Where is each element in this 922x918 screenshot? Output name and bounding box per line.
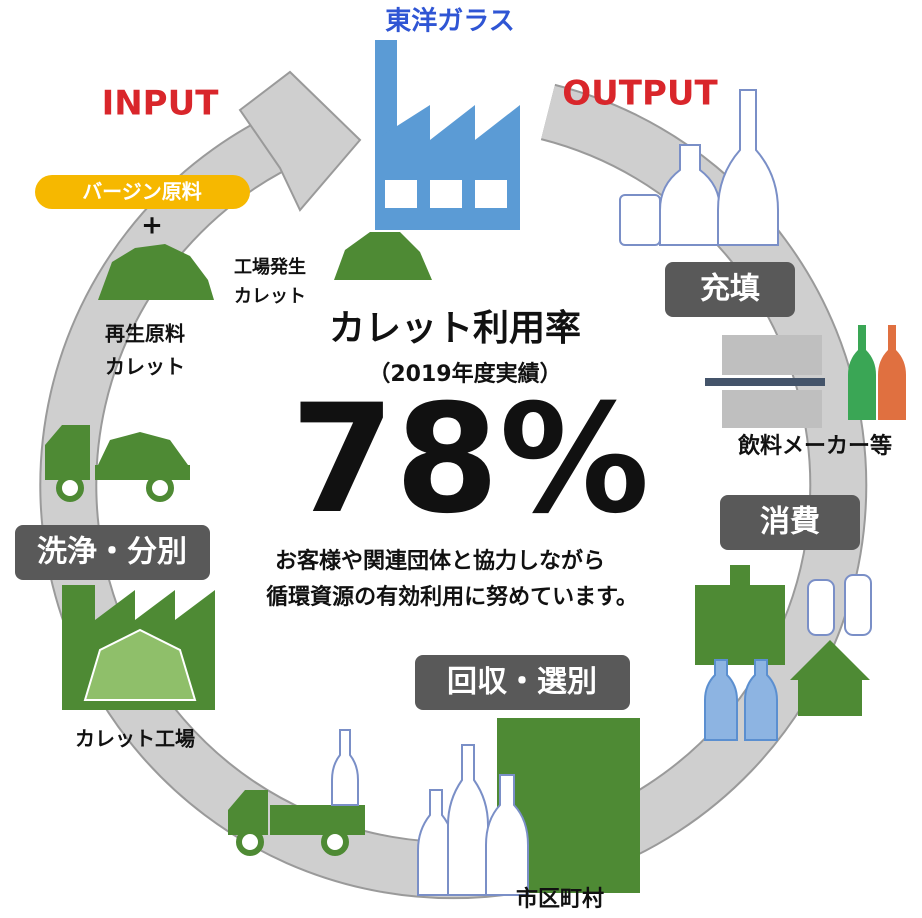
plus-sign: + [141,211,163,241]
factory-windows [385,180,507,208]
factory-cullet-label: 工場発生 [234,256,306,278]
center-subtitle: （2019年度実績） [368,361,561,387]
center-message: お客様や関連団体と協力しながら [275,548,605,574]
truck-icon [228,729,365,856]
stage-box [15,525,210,580]
stage-box [415,655,630,710]
cullet-pile [83,628,197,701]
consumption-icons [695,565,872,741]
stage-box [720,495,860,550]
factory-cullet-label: カレット [234,286,306,307]
recycled-label: カレット [105,355,185,379]
cullet-pile [334,232,432,280]
input-label: INPUT [102,84,220,124]
output-label: OUTPUT [562,74,718,114]
stage-label: 飲料メーカー等 [737,433,892,459]
stage-label: カレット工場 [75,727,195,751]
virgin-pill [35,175,250,209]
center-rate: 78% [290,373,649,547]
collected-bottles [417,744,529,896]
center-title: カレット利用率 [329,308,581,349]
stage-label: 充填 [700,272,760,307]
bottles-icon [619,89,779,246]
truck-icon [45,425,190,502]
arrow-head [238,70,362,212]
stage-label: 消費 [760,505,820,540]
beverage-factory-icon [705,325,906,428]
cullet-pile [98,244,214,300]
company-name: 東洋ガラス [385,6,514,37]
center-message: 循環資源の有効利用に努めています。 [266,584,638,610]
stage-box [665,262,795,317]
stage-label: 洗浄・分別 [37,535,187,570]
stage-label: 回収・選別 [447,665,597,700]
virgin-label: バージン原料 [82,180,202,204]
stage-label: 市区町村 [516,886,604,912]
recycled-label: 再生原料 [105,322,185,346]
